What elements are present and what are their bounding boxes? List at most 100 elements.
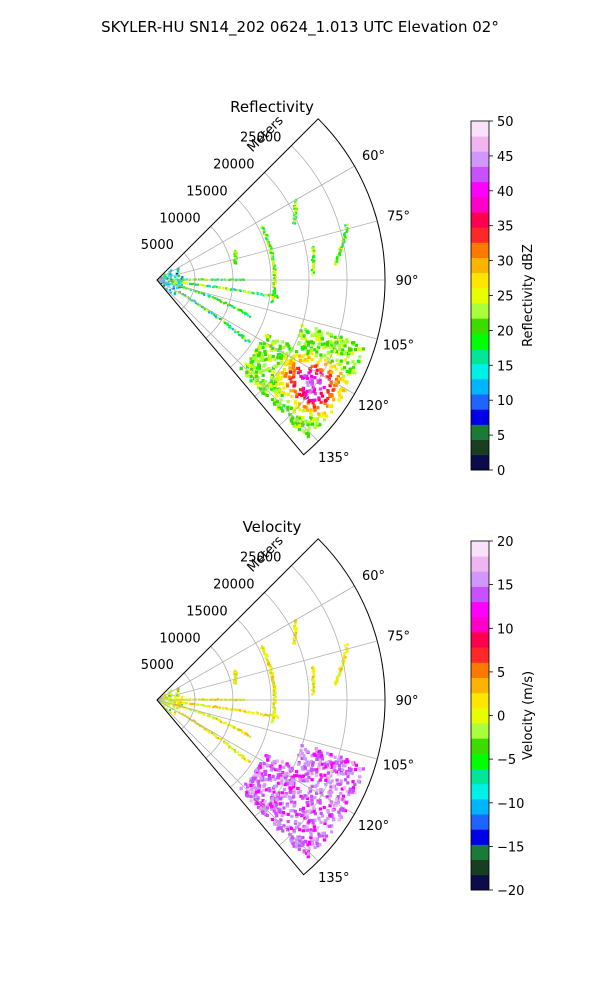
echo-gate xyxy=(270,373,274,378)
echo-gate xyxy=(301,393,306,397)
echo-gate xyxy=(298,354,302,358)
echo-gate xyxy=(320,757,324,761)
echo-gate xyxy=(288,366,292,370)
reflectivity-title: Reflectivity xyxy=(230,98,314,116)
colorbar-swatch xyxy=(471,556,489,572)
echo-gate xyxy=(199,304,202,307)
range-tick-label: 15000 xyxy=(186,184,227,199)
echo-gate xyxy=(172,287,175,290)
echo-gate xyxy=(186,715,189,718)
echo-gate xyxy=(203,293,206,296)
echo-gate xyxy=(219,719,222,722)
echo-gate xyxy=(263,380,267,384)
echo-gate xyxy=(220,301,223,304)
echo-gate xyxy=(292,828,296,832)
echo-gate xyxy=(226,288,229,291)
echo-gate xyxy=(247,784,251,788)
echo-gate xyxy=(309,340,313,344)
echo-gate xyxy=(275,814,279,818)
colorbar-swatch xyxy=(471,333,489,349)
echo-gate xyxy=(181,276,184,279)
echo-gate xyxy=(342,658,346,662)
echo-gate xyxy=(311,409,315,413)
echo-gate xyxy=(312,405,316,409)
echo-gate xyxy=(182,701,185,705)
echo-gate xyxy=(283,773,287,778)
echo-gate xyxy=(260,225,263,228)
echo-gate xyxy=(273,402,277,406)
echo-gate xyxy=(260,352,264,356)
echo-gate xyxy=(278,377,282,381)
echo-gate xyxy=(262,762,266,766)
echo-gate xyxy=(298,839,302,843)
echo-gate xyxy=(274,701,277,704)
colorbar-swatch xyxy=(471,632,489,648)
range-ring xyxy=(254,592,310,817)
echo-gate xyxy=(179,701,182,704)
echo-gate xyxy=(180,703,183,707)
echo-gate xyxy=(298,424,302,428)
echo-gate xyxy=(208,311,211,314)
echo-gate xyxy=(319,371,323,375)
echo-gate xyxy=(249,795,253,799)
echo-gate xyxy=(315,841,319,845)
echo-gate xyxy=(276,776,280,780)
echo-gate xyxy=(181,713,184,716)
echo-gate xyxy=(269,251,272,255)
echo-gate xyxy=(229,708,232,711)
echo-gate xyxy=(335,680,338,683)
echo-gate xyxy=(293,207,296,210)
echo-gate xyxy=(308,809,312,813)
colorbar-swatch xyxy=(471,212,489,228)
echo-gate xyxy=(192,282,195,285)
echo-gate xyxy=(310,688,313,692)
echo-gate xyxy=(328,374,333,378)
echo-gate xyxy=(317,752,321,757)
echo-gate xyxy=(220,721,223,724)
echo-gate xyxy=(337,398,341,402)
echo-gate xyxy=(344,224,347,227)
echo-gate xyxy=(314,747,318,751)
echo-gate xyxy=(264,754,268,758)
echo-gate xyxy=(290,355,294,359)
echo-gate xyxy=(258,387,263,391)
echo-gate xyxy=(201,306,204,309)
echo-gate xyxy=(283,794,287,798)
echo-gate xyxy=(173,275,176,279)
echo-gate xyxy=(256,805,261,809)
reflectivity-panel: Reflectivity 500010000150002000025000Met… xyxy=(141,98,536,479)
echo-gate xyxy=(248,290,251,293)
echo-gate xyxy=(313,247,316,250)
echo-gate xyxy=(306,376,310,381)
echo-gate xyxy=(172,700,175,703)
echo-gate xyxy=(311,763,315,767)
echo-gate xyxy=(334,381,338,385)
echo-gate xyxy=(266,654,269,657)
echo-gate xyxy=(295,216,298,219)
colorbar-swatch xyxy=(471,409,489,425)
echo-gate xyxy=(326,751,330,755)
colorbar-tick-label: 20 xyxy=(497,324,514,339)
echo-gate xyxy=(313,333,317,337)
echo-gate xyxy=(277,389,281,393)
echo-gate xyxy=(173,713,176,716)
echo-gate xyxy=(306,359,310,363)
echo-gate xyxy=(273,707,276,710)
echo-gate xyxy=(286,384,290,388)
echo-gate xyxy=(272,687,275,691)
echo-gate xyxy=(279,781,283,785)
echo-gate xyxy=(268,776,272,780)
echo-gate xyxy=(261,379,265,383)
echo-gate xyxy=(334,383,338,387)
echo-gate xyxy=(211,716,214,719)
echo-gate xyxy=(251,359,255,364)
echo-gate xyxy=(353,362,357,367)
echo-gate xyxy=(310,794,314,798)
echo-gate xyxy=(305,800,309,805)
echo-gate xyxy=(275,394,279,398)
echo-gate xyxy=(340,352,344,356)
echo-gate xyxy=(289,389,293,393)
echo-gate xyxy=(312,270,315,273)
echo-gate xyxy=(312,263,315,266)
echo-gate xyxy=(310,334,314,338)
